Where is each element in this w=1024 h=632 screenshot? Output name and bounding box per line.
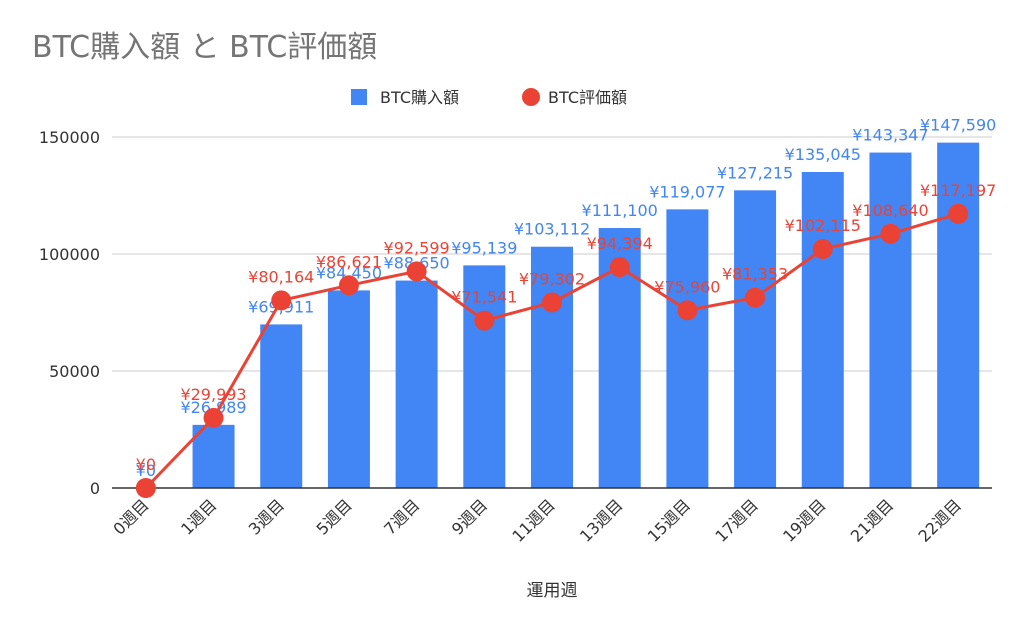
line-data-label: ¥80,164 — [248, 267, 314, 286]
x-tick-label: 22週目 — [915, 495, 965, 545]
line-point — [271, 290, 292, 311]
bar-data-label: ¥135,045 — [785, 145, 861, 164]
line-data-label: ¥75,960 — [654, 277, 720, 296]
line-point — [474, 310, 495, 331]
line-point — [812, 239, 833, 260]
line-point — [135, 478, 156, 498]
line-point — [406, 261, 427, 282]
bar — [937, 142, 980, 488]
bar — [463, 265, 506, 488]
x-tick-label: 5週目 — [312, 495, 355, 538]
line-data-label: ¥29,993 — [180, 385, 246, 404]
line-data-label: ¥81,353 — [722, 265, 788, 284]
x-tick-label: 13週目 — [576, 495, 626, 545]
line-data-label: ¥102,115 — [785, 216, 861, 235]
bar — [260, 324, 303, 488]
x-tick-label: 3週目 — [245, 495, 288, 538]
line-point — [542, 292, 562, 313]
line-data-label: ¥117,197 — [920, 181, 996, 200]
bar-data-label: ¥147,590 — [920, 116, 996, 135]
x-tick-label: 9週目 — [448, 495, 491, 538]
x-tick-label: 21週目 — [847, 495, 897, 545]
legend-line-label: BTC評価額 — [548, 88, 627, 107]
line-point — [948, 203, 969, 224]
legend-bar-swatch — [351, 89, 367, 105]
bar — [192, 424, 235, 488]
line-data-label: ¥0 — [136, 455, 156, 474]
line-data-label: ¥71,541 — [451, 288, 517, 307]
chart-title: BTC購入額 と BTC評価額 — [32, 30, 378, 65]
y-tick-label: 100000 — [39, 245, 100, 264]
line-point — [203, 407, 224, 428]
x-tick-label: 11週目 — [508, 495, 558, 545]
line-point — [677, 300, 698, 321]
bar-data-label: ¥103,112 — [514, 220, 590, 239]
line-data-label: ¥94,394 — [587, 234, 653, 253]
bar-data-label: ¥84,450 — [316, 263, 382, 282]
bar — [666, 209, 709, 489]
line-point — [745, 287, 766, 308]
bar — [531, 246, 573, 488]
bar — [327, 290, 370, 488]
x-tick-label: 15週目 — [644, 495, 694, 545]
line-point — [609, 257, 630, 278]
x-tick-label: 17週目 — [711, 495, 761, 545]
bar — [395, 280, 438, 488]
bar-data-label: ¥127,215 — [717, 163, 793, 182]
bar-data-label: ¥111,100 — [582, 201, 658, 220]
line-point — [880, 223, 901, 244]
x-tick-label: 1週目 — [177, 495, 220, 538]
bar — [801, 171, 844, 489]
bar-data-label: ¥95,139 — [451, 238, 517, 257]
x-tick-label: 0週目 — [109, 495, 152, 538]
line-data-label: ¥86,621 — [316, 252, 382, 271]
bar-data-label: ¥26,989 — [180, 398, 246, 417]
y-tick-label: 150000 — [39, 128, 100, 147]
line-point — [338, 275, 359, 296]
bar-data-label: ¥0 — [136, 461, 156, 480]
bar-data-label: ¥143,347 — [852, 126, 928, 145]
legend-bar-label: BTC購入額 — [380, 88, 459, 107]
bar — [734, 190, 777, 488]
x-axis-title: 運用週 — [527, 581, 578, 601]
line-data-label: ¥79,302 — [519, 269, 585, 288]
line-data-label: ¥108,640 — [852, 201, 928, 220]
legend-line-swatch — [522, 88, 540, 106]
x-tick-label: 19週目 — [779, 495, 829, 545]
bar — [869, 152, 912, 488]
y-tick-label: 0 — [90, 479, 100, 498]
line-data-label: ¥92,599 — [384, 238, 450, 257]
y-tick-label: 50000 — [49, 362, 100, 381]
bar-data-label: ¥119,077 — [649, 182, 725, 201]
x-tick-label: 7週目 — [380, 495, 423, 538]
